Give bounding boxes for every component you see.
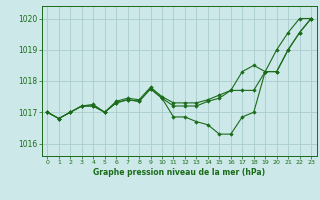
X-axis label: Graphe pression niveau de la mer (hPa): Graphe pression niveau de la mer (hPa) — [93, 168, 265, 177]
